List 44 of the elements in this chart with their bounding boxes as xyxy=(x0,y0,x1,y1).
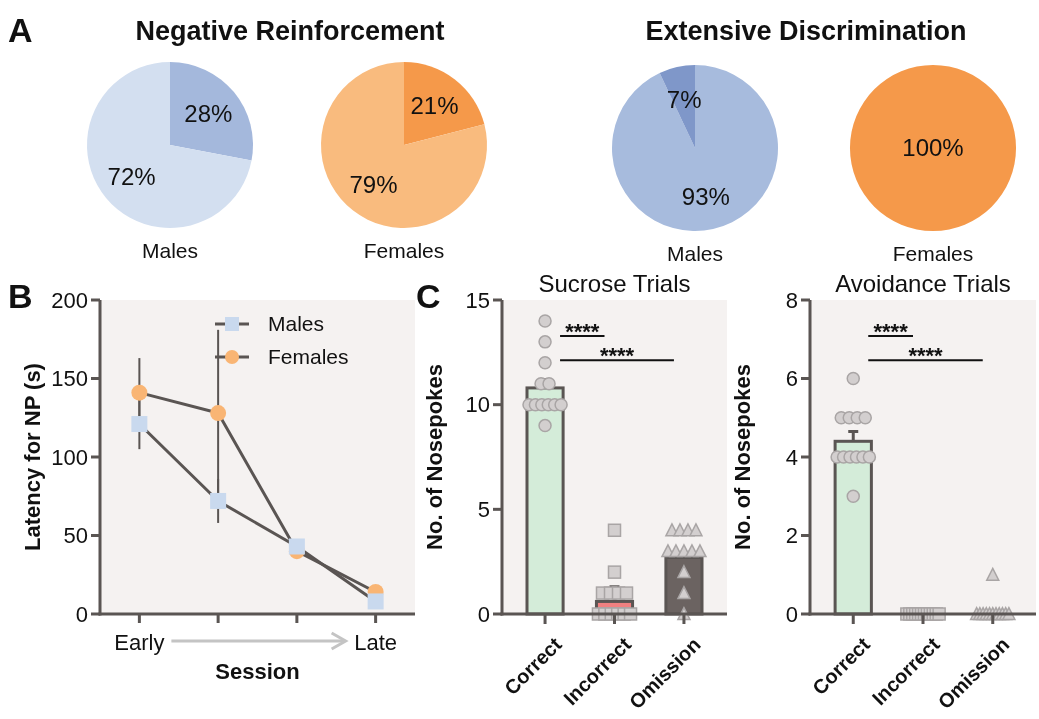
legend-label: Females xyxy=(268,345,349,369)
y-tick-label: 200 xyxy=(51,287,88,313)
y-axis-title: Latency for NP (s) xyxy=(20,363,45,551)
text: Females xyxy=(363,239,445,262)
text: A xyxy=(8,11,33,49)
y-tick-label: 15 xyxy=(465,287,490,313)
chart-title: Extensive Discrimination xyxy=(645,16,967,46)
y-tick-label: 10 xyxy=(465,392,490,418)
x-tick-label: Early xyxy=(114,630,165,655)
y-axis-title: No. of Nosepokes xyxy=(730,364,755,550)
data-label: 7% xyxy=(666,85,702,113)
y-tick-label: 0 xyxy=(785,601,798,627)
x-tick-label: Late xyxy=(354,630,398,655)
annotation: **** xyxy=(908,343,944,369)
y-tick-label: 150 xyxy=(51,366,88,392)
chart-title: Sucrose Trials xyxy=(538,270,691,297)
text: B xyxy=(8,277,33,315)
y-tick-label: 2 xyxy=(785,523,798,549)
chart-title: Avoidance Trials xyxy=(835,270,1011,297)
y-tick-label: 6 xyxy=(785,366,798,392)
data-label: 100% xyxy=(902,134,964,162)
text: Males xyxy=(666,242,724,265)
text: Males xyxy=(141,239,199,262)
data-label: 21% xyxy=(410,92,459,120)
y-tick-label: 4 xyxy=(785,444,798,470)
annotation: **** xyxy=(599,343,635,369)
y-tick-label: 0 xyxy=(75,601,88,627)
y-tick-label: 100 xyxy=(51,444,88,470)
y-tick-label: 0 xyxy=(477,601,490,627)
data-label: 79% xyxy=(349,170,398,198)
chart-title: Negative Reinforcement xyxy=(135,16,445,46)
y-tick-label: 50 xyxy=(63,523,88,549)
text: C xyxy=(416,277,441,315)
data-label: 28% xyxy=(184,99,233,127)
y-tick-label: 5 xyxy=(477,497,490,523)
data-label: 72% xyxy=(107,163,156,191)
annotation: **** xyxy=(565,319,600,345)
y-tick-label: 8 xyxy=(785,287,798,313)
annotation: **** xyxy=(873,319,909,345)
x-axis-title: Session xyxy=(215,659,300,684)
data-label: 93% xyxy=(681,183,730,210)
legend-label: Males xyxy=(268,312,325,336)
y-axis-title: No. of Nosepokes xyxy=(422,364,447,550)
text: Females xyxy=(892,242,974,265)
